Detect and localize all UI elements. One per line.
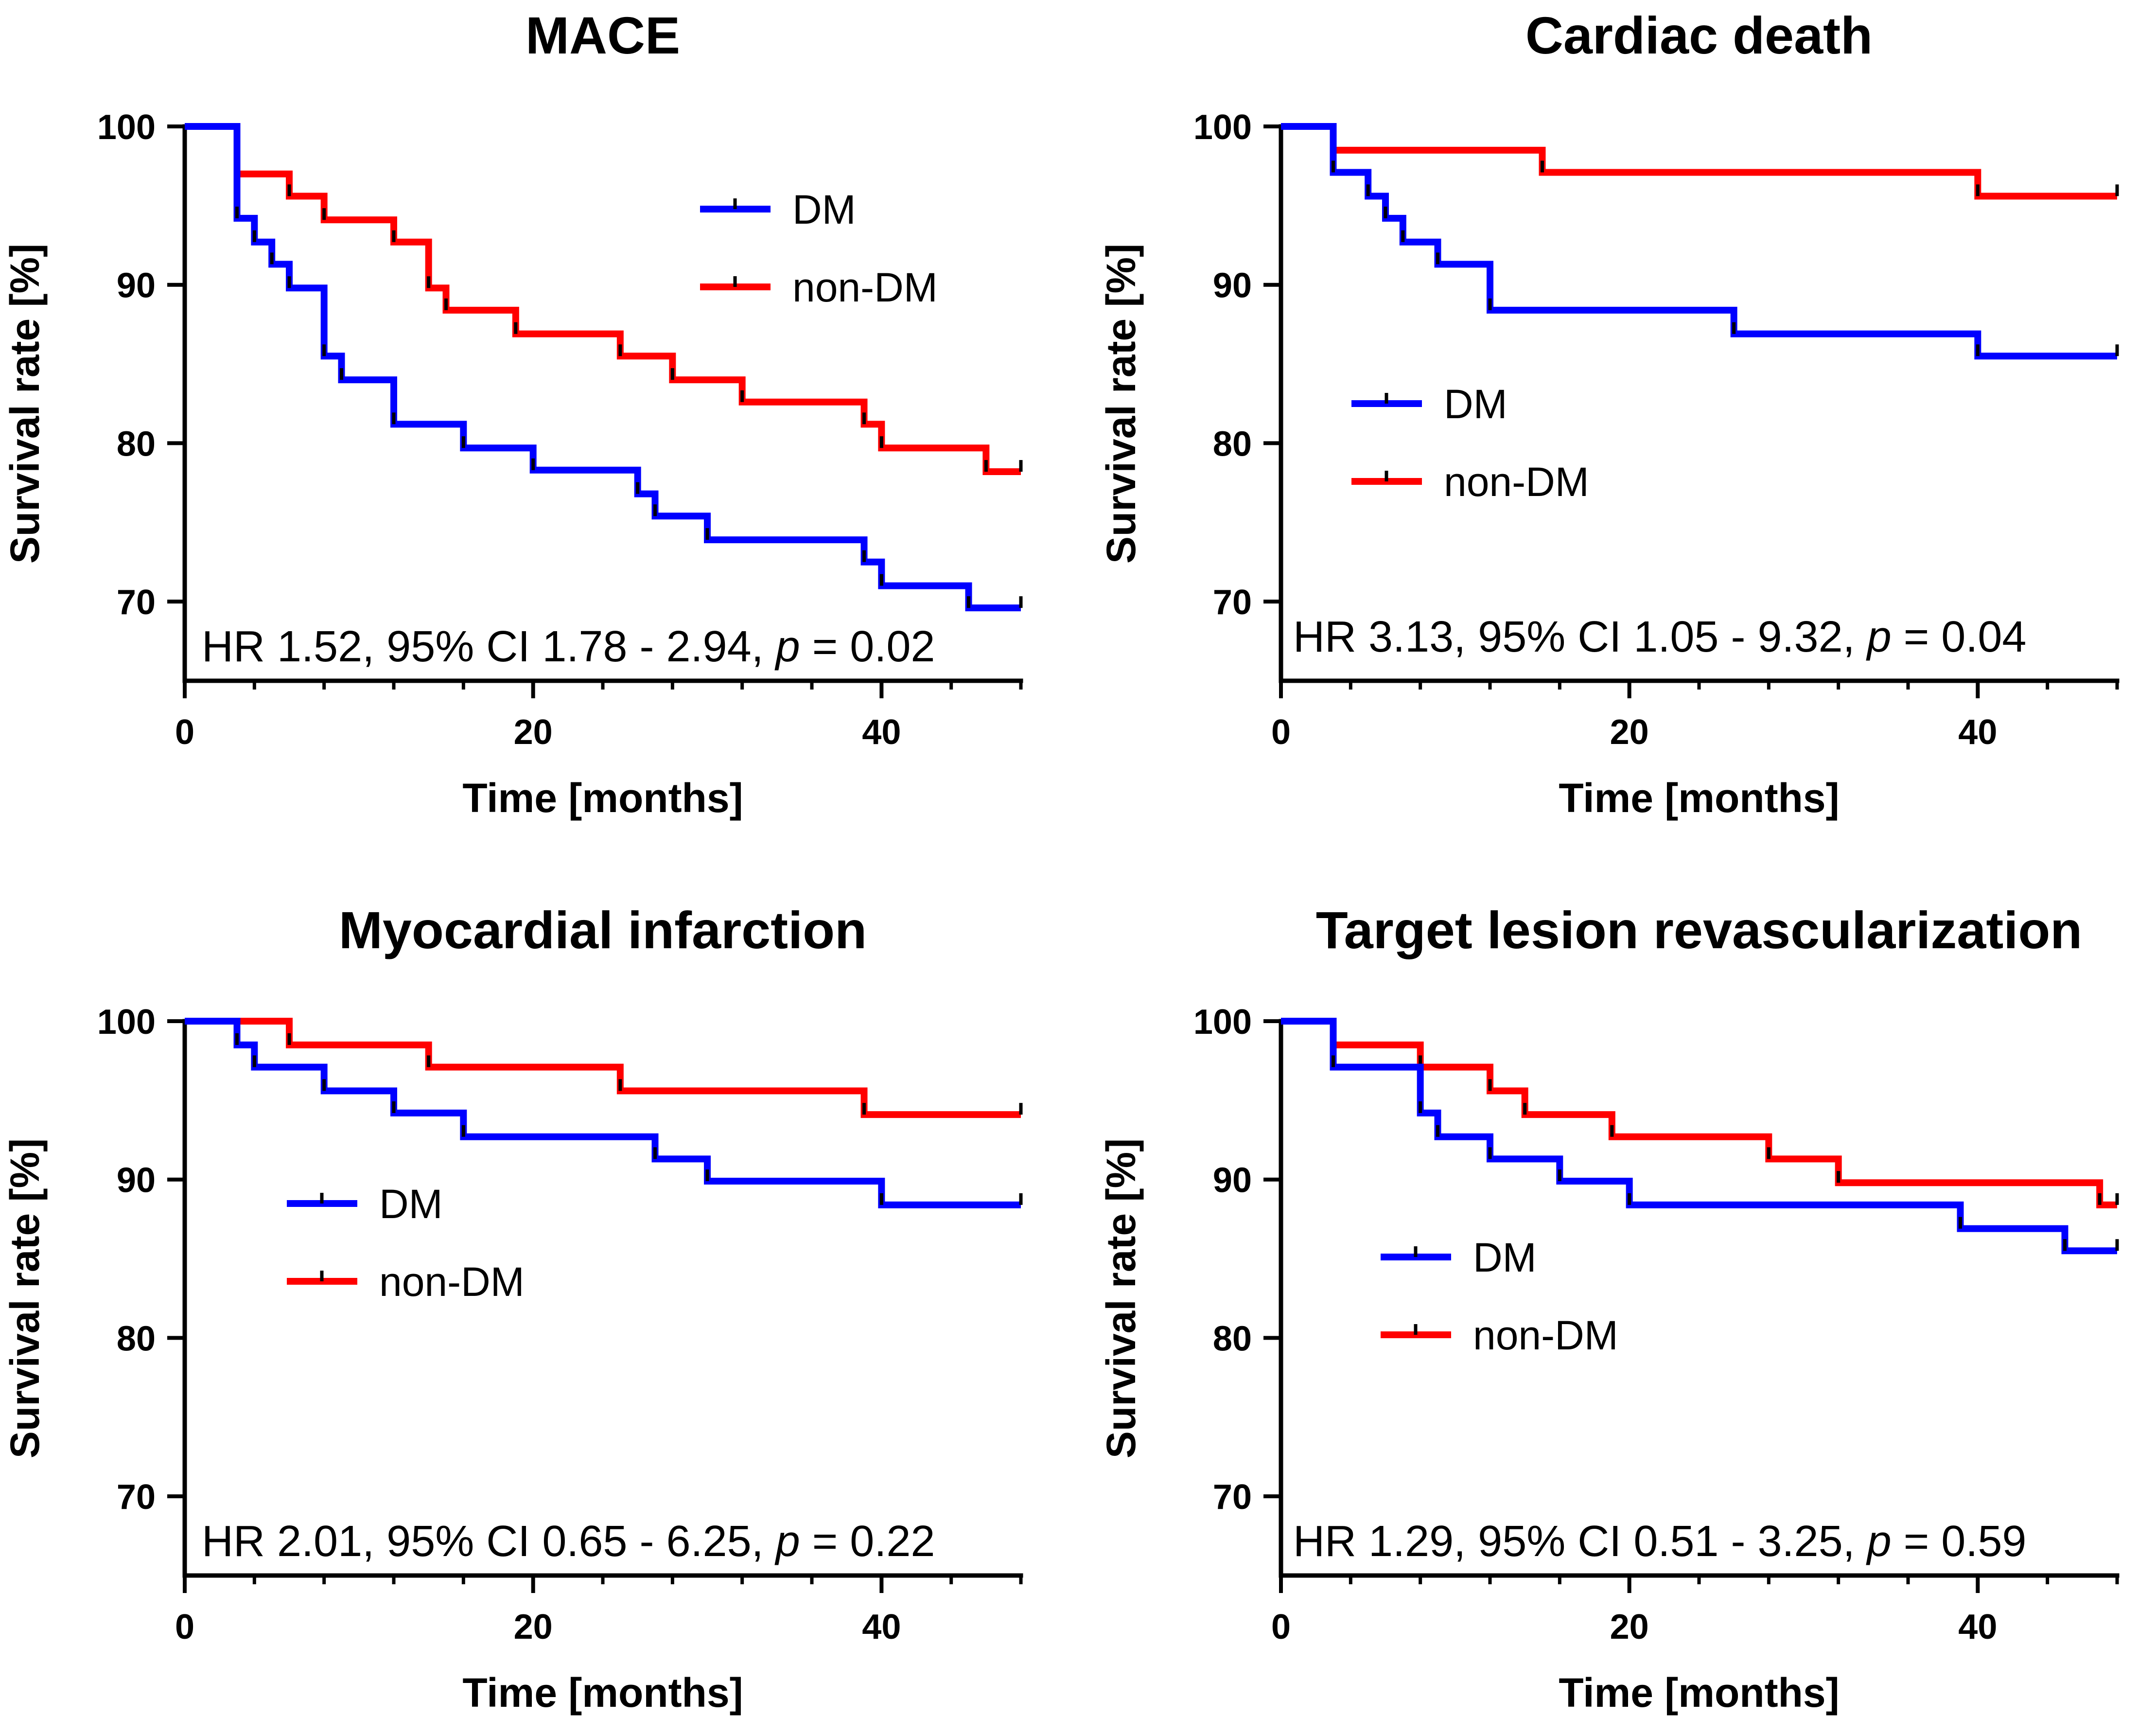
x-tick-label: 0 [1271, 713, 1291, 752]
y-tick-label: 70 [117, 583, 156, 622]
y-tick-label: 70 [117, 1478, 156, 1517]
chart-panel-4: Target lesion revascularization 0 20 40 70 80… [1098, 901, 2120, 1716]
p-symbol: p [1866, 1517, 1892, 1566]
x-axis-label: Time [months] [462, 1670, 743, 1716]
x-tick-label: 20 [514, 1608, 553, 1646]
y-tick-label: 100 [97, 108, 156, 147]
p-value: = 0.02 [800, 622, 935, 671]
hr-annotation: HR 1.29, 95% CI 0.51 - 3.25, p = 0.59 [1293, 1517, 2026, 1566]
series-line-non-dm [185, 123, 1021, 476]
p-value: = 0.59 [1892, 1517, 2027, 1566]
y-tick-label: 80 [1213, 1319, 1252, 1358]
y-tick-label: 100 [97, 1003, 156, 1042]
p-value: = 0.22 [800, 1517, 935, 1566]
y-tick-label: 80 [1213, 425, 1252, 463]
y-axis-label: Survival rate [%] [1098, 1138, 1144, 1458]
chart-title: MACE [526, 6, 680, 65]
series-line-non-dm [1281, 1018, 2117, 1208]
hr-annotation: HR 1.52, 95% CI 1.78 - 2.94, p = 0.02 [202, 622, 935, 671]
y-tick-label: 100 [1193, 108, 1252, 147]
x-tick-label: 20 [514, 713, 553, 752]
x-tick-label: 40 [1958, 1608, 1997, 1646]
chart-title: Cardiac death [1525, 6, 1873, 65]
legend-label-dm: DM [792, 187, 856, 232]
legend-label-non-dm: non-DM [379, 1259, 525, 1305]
y-tick-label: 100 [1193, 1003, 1252, 1042]
legend-label-non-dm: non-DM [792, 265, 938, 310]
chart-panel-2: Cardiac death 0 20 40 70 80 90 100 Time [months]… [1098, 6, 2120, 821]
y-tick-label: 90 [117, 1161, 156, 1200]
series-line-non-dm [1281, 123, 2117, 200]
legend-label-dm: DM [379, 1181, 443, 1227]
x-tick-label: 40 [862, 1608, 901, 1646]
chart-title: Target lesion revascularization [1316, 901, 2083, 959]
x-tick-label: 0 [175, 1608, 194, 1646]
hr-annotation: HR 3.13, 95% CI 1.05 - 9.32, p = 0.04 [1293, 613, 2026, 661]
p-symbol: p [774, 1517, 800, 1566]
series-line-dm [1281, 1018, 2117, 1255]
x-axis-label: Time [months] [1559, 1670, 1839, 1716]
x-tick-label: 40 [862, 713, 901, 752]
y-tick-label: 80 [117, 425, 156, 463]
hr-annotation-text: HR 3.13, 95% CI 1.05 - 9.32, [1293, 613, 1867, 661]
hr-annotation-text: HR 1.52, 95% CI 1.78 - 2.94, [202, 622, 776, 671]
y-axis-label: Survival rate [%] [2, 1138, 48, 1458]
y-tick-label: 90 [117, 266, 156, 305]
x-tick-label: 20 [1610, 713, 1649, 752]
chart-panel-1: MACE 0 20 40 70 80 90 100 Time [months] Survival … [2, 6, 1023, 821]
legend-label-non-dm: non-DM [1444, 459, 1589, 505]
y-tick-label: 70 [1213, 583, 1252, 622]
legend-label-dm: DM [1473, 1235, 1537, 1280]
x-axis-label: Time [months] [462, 775, 743, 821]
y-axis-label: Survival rate [%] [2, 244, 48, 564]
series-line-dm [185, 1018, 1021, 1208]
legend-label-non-dm: non-DM [1473, 1312, 1618, 1358]
hr-annotation-text: HR 1.29, 95% CI 0.51 - 3.25, [1293, 1517, 1867, 1566]
y-tick-label: 70 [1213, 1478, 1252, 1517]
x-tick-label: 0 [1271, 1608, 1291, 1646]
series-line-non-dm [185, 1018, 1021, 1118]
x-tick-label: 0 [175, 713, 194, 752]
p-value: = 0.04 [1892, 613, 2027, 661]
p-symbol: p [1866, 613, 1892, 661]
chart-title: Myocardial infarction [339, 901, 867, 959]
p-symbol: p [774, 622, 800, 671]
hr-annotation: HR 2.01, 95% CI 0.65 - 6.25, p = 0.22 [202, 1517, 935, 1566]
y-tick-label: 80 [117, 1319, 156, 1358]
legend-label-dm: DM [1444, 381, 1507, 427]
series-line-dm [1281, 123, 2117, 360]
x-axis-label: Time [months] [1559, 775, 1839, 821]
x-tick-label: 20 [1610, 1608, 1649, 1646]
hr-annotation-text: HR 2.01, 95% CI 0.65 - 6.25, [202, 1517, 776, 1566]
x-tick-label: 40 [1958, 713, 1997, 752]
y-tick-label: 90 [1213, 266, 1252, 305]
y-axis-label: Survival rate [%] [1098, 244, 1144, 564]
y-tick-label: 90 [1213, 1161, 1252, 1200]
chart-panel-3: Myocardial infarction 0 20 40 70 80 90 100 Time … [2, 901, 1023, 1716]
